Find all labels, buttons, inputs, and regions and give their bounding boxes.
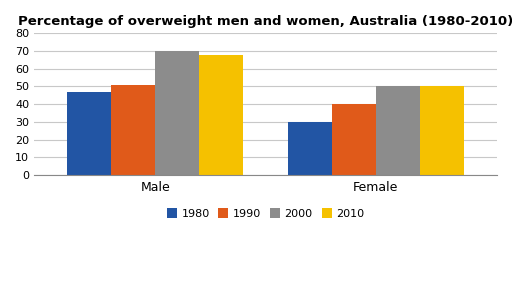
Bar bbox=[199, 55, 243, 175]
Title: Percentage of overweight men and women, Australia (1980-2010): Percentage of overweight men and women, … bbox=[18, 15, 512, 28]
Legend: 1980, 1990, 2000, 2010: 1980, 1990, 2000, 2010 bbox=[162, 204, 369, 223]
Bar bbox=[288, 122, 332, 175]
Bar bbox=[67, 92, 111, 175]
Bar bbox=[332, 104, 376, 175]
Bar bbox=[155, 51, 199, 175]
Bar bbox=[111, 85, 155, 175]
Bar bbox=[376, 86, 420, 175]
Bar bbox=[420, 86, 464, 175]
